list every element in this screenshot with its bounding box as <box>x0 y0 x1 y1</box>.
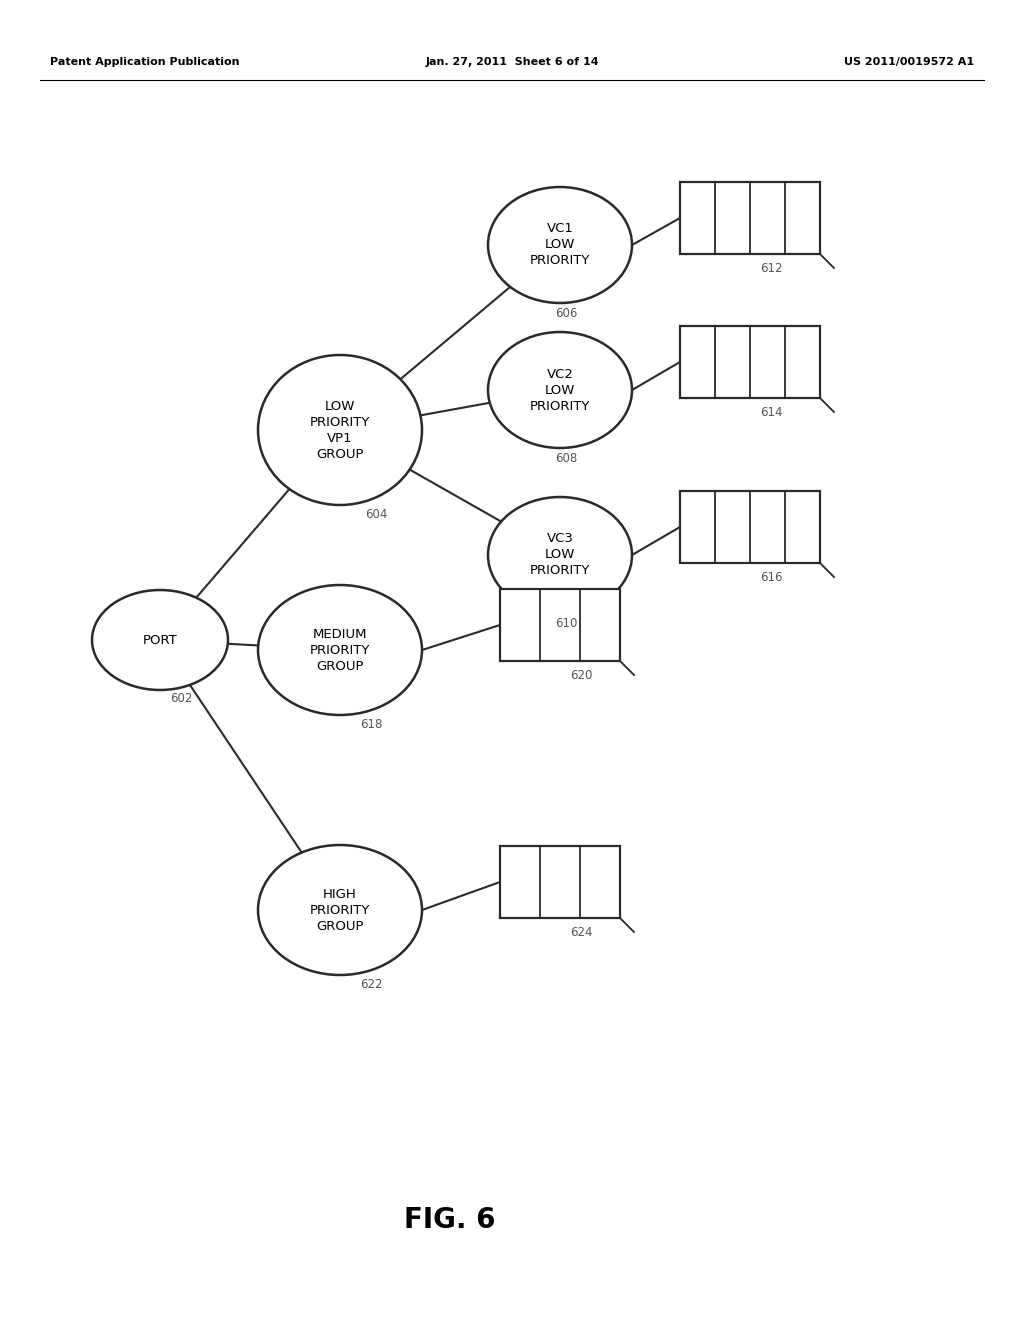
Text: PORT: PORT <box>142 634 177 647</box>
Text: 614: 614 <box>760 407 782 418</box>
Text: FIG. 6: FIG. 6 <box>404 1206 496 1234</box>
Text: 618: 618 <box>360 718 382 731</box>
Bar <box>500 846 620 917</box>
Text: 624: 624 <box>570 927 593 939</box>
Text: 620: 620 <box>570 669 592 682</box>
Text: 616: 616 <box>760 572 782 583</box>
Text: 612: 612 <box>760 261 782 275</box>
Text: 604: 604 <box>365 508 387 521</box>
Ellipse shape <box>258 845 422 975</box>
Ellipse shape <box>258 355 422 506</box>
Ellipse shape <box>488 498 632 612</box>
Text: HIGH
PRIORITY
GROUP: HIGH PRIORITY GROUP <box>310 887 371 932</box>
Ellipse shape <box>488 333 632 447</box>
Text: VC1
LOW
PRIORITY: VC1 LOW PRIORITY <box>529 223 590 268</box>
Text: 606: 606 <box>555 308 578 319</box>
Text: 610: 610 <box>555 616 578 630</box>
Text: MEDIUM
PRIORITY
GROUP: MEDIUM PRIORITY GROUP <box>310 627 371 672</box>
Text: Patent Application Publication: Patent Application Publication <box>50 57 240 67</box>
Text: VC2
LOW
PRIORITY: VC2 LOW PRIORITY <box>529 367 590 412</box>
Text: 608: 608 <box>555 451 578 465</box>
Ellipse shape <box>92 590 228 690</box>
Bar <box>500 589 620 661</box>
Bar <box>680 491 820 564</box>
Ellipse shape <box>488 187 632 304</box>
Bar <box>680 326 820 399</box>
Text: LOW
PRIORITY
VP1
GROUP: LOW PRIORITY VP1 GROUP <box>310 400 371 461</box>
Text: 622: 622 <box>360 978 383 991</box>
Ellipse shape <box>258 585 422 715</box>
Text: 602: 602 <box>170 692 193 705</box>
Bar <box>680 182 820 253</box>
Text: VC3
LOW
PRIORITY: VC3 LOW PRIORITY <box>529 532 590 578</box>
Text: Jan. 27, 2011  Sheet 6 of 14: Jan. 27, 2011 Sheet 6 of 14 <box>425 57 599 67</box>
Text: US 2011/0019572 A1: US 2011/0019572 A1 <box>844 57 974 67</box>
